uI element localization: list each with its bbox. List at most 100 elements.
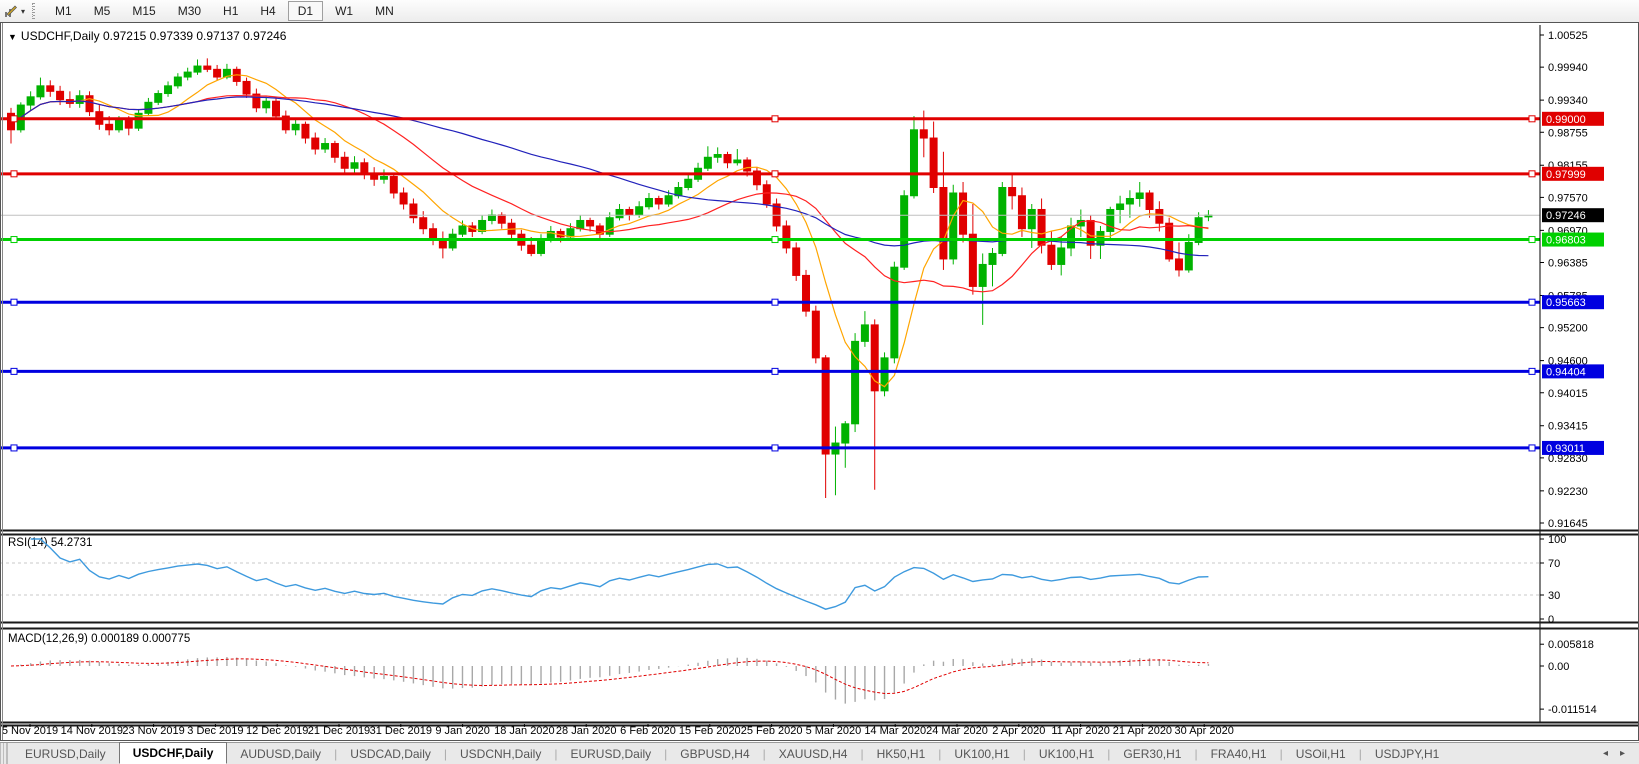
hline-handle[interactable] xyxy=(10,444,18,452)
toolbar-grip[interactable] xyxy=(32,3,39,19)
tab-scroll-left-icon[interactable]: ◂ xyxy=(1602,748,1608,759)
hline-handle[interactable] xyxy=(10,367,18,375)
time-axis-label: 2 Apr 2020 xyxy=(992,725,1045,737)
time-axis-label: 5 Nov 2019 xyxy=(2,725,58,737)
time-axis-label: 15 Feb 2020 xyxy=(679,725,741,737)
hline-handle[interactable] xyxy=(1528,115,1536,123)
macd-axis-tick: 0.005818 xyxy=(1548,639,1594,651)
chart-tab-USOil-H1[interactable]: USOil,H1 xyxy=(1295,746,1346,761)
chart-tools-icon[interactable] xyxy=(2,3,20,19)
time-axis-label: 9 Jan 2020 xyxy=(435,725,489,737)
chart-tab-USDCNH-Daily[interactable]: USDCNH,Daily xyxy=(460,746,542,761)
hline-handle[interactable] xyxy=(771,367,779,375)
chart-tab-UK100-H1[interactable]: UK100,H1 xyxy=(1038,746,1095,761)
timeframe-button-M30[interactable]: M30 xyxy=(177,4,202,18)
hline-handle[interactable] xyxy=(1528,298,1536,306)
price-axis-tick: 0.92230 xyxy=(1548,486,1588,498)
hline-handle[interactable] xyxy=(771,170,779,178)
timeframe-button-M1[interactable]: M1 xyxy=(55,4,72,18)
rsi-line xyxy=(30,538,1209,610)
hline-handle[interactable] xyxy=(10,115,18,123)
timeframe-button-group: M1 M5 M15 M30 H1 H4 D1 W1 MN xyxy=(44,1,405,21)
price-axis-tick: 0.98755 xyxy=(1548,127,1588,139)
price-badge-0.96803-label: 0.96803 xyxy=(1546,235,1586,247)
tab-separator: | xyxy=(762,746,766,761)
chart-tabs: EURUSD,Daily USDCHF,Daily AUDUSD,Daily | USD… xyxy=(12,742,1452,764)
tab-separator: | xyxy=(443,746,447,761)
title-caret-icon[interactable]: ▼ xyxy=(8,32,17,42)
chart-tab-UK100-H1[interactable]: UK100,H1 xyxy=(954,746,1010,761)
hline-handle[interactable] xyxy=(771,444,779,452)
chevron-down-icon[interactable]: ▾ xyxy=(21,6,26,16)
tab-scroll-right-icon[interactable]: ▸ xyxy=(1619,748,1625,759)
price-badge-0.99000-label: 0.99000 xyxy=(1546,114,1586,126)
price-axis-tick: 0.99940 xyxy=(1548,62,1588,74)
hline-handle[interactable] xyxy=(1528,170,1536,178)
chart-tab-USDJPY-H1[interactable]: USDJPY,H1 xyxy=(1374,746,1440,761)
chart-tab-FRA40-H1[interactable]: FRA40,H1 xyxy=(1210,746,1267,761)
chart-window[interactable]: ▼ USDCHF,Daily 0.97215 0.97339 0.97137 0.… xyxy=(0,22,1639,742)
hline-handle[interactable] xyxy=(1528,444,1536,452)
price-axis-tick: 0.99340 xyxy=(1548,95,1588,107)
price-axis-tick: 0.96385 xyxy=(1548,258,1588,270)
time-axis[interactable]: 5 Nov 2019 14 Nov 2019 23 Nov 2019 3 Dec 20… xyxy=(2,724,1234,737)
time-axis-label: 25 Feb 2020 xyxy=(741,725,803,737)
chart-tab-EURUSD-Daily[interactable]: EURUSD,Daily xyxy=(570,746,652,761)
time-axis-label: 14 Mar 2020 xyxy=(864,725,926,737)
chart-tab-AUDUSD-Daily[interactable]: AUDUSD,Daily xyxy=(240,746,322,761)
time-axis-label: 24 Mar 2020 xyxy=(926,725,988,737)
chart-title: ▼ USDCHF,Daily 0.97215 0.97339 0.97137 0.… xyxy=(8,29,286,43)
price-badge-0.97999-label: 0.97999 xyxy=(1546,169,1586,181)
macd-axis-tick: -0.011514 xyxy=(1548,704,1597,716)
tab-separator: | xyxy=(860,746,864,761)
time-axis-label: 30 Apr 2020 xyxy=(1175,725,1234,737)
timeframe-button-MN[interactable]: MN xyxy=(375,4,394,18)
rsi-label: RSI(14) 54.2731 xyxy=(8,537,92,549)
hline-handle[interactable] xyxy=(771,236,779,244)
price-badge-0.95663-label: 0.95663 xyxy=(1546,297,1586,309)
hline-handle[interactable] xyxy=(1528,236,1536,244)
macd-label: MACD(12,26,9) 0.000189 0.000775 xyxy=(8,633,190,645)
chart-tab-XAUUSD-H4[interactable]: XAUUSD,H4 xyxy=(778,746,848,761)
price-badge-0.93011-label: 0.93011 xyxy=(1546,443,1585,455)
timeframe-button-H1[interactable]: H1 xyxy=(223,4,239,18)
price-badge-0.99000 xyxy=(1542,111,1604,126)
top-toolbar: ▾ M1 M5 M15 M30 H1 H4 D1 W1 MN xyxy=(0,0,1639,23)
time-axis-label: 23 Nov 2019 xyxy=(122,725,184,737)
tabbar-grip[interactable] xyxy=(0,743,8,764)
rsi-axis-tick: 100 xyxy=(1548,534,1566,546)
price-axis-tick: 1.00525 xyxy=(1548,30,1588,42)
timeframe-button-W1[interactable]: W1 xyxy=(335,4,354,18)
chart-tab-HK50-H1[interactable]: HK50,H1 xyxy=(876,746,926,761)
time-axis-label: 3 Dec 2019 xyxy=(187,725,243,737)
chart-tab-EURUSD-Daily[interactable]: EURUSD,Daily xyxy=(25,746,106,761)
chart-tab-GER30-H1[interactable]: GER30,H1 xyxy=(1123,746,1182,761)
hline-handle[interactable] xyxy=(10,298,18,306)
moving-average-8 xyxy=(20,74,1209,388)
tab-separator: | xyxy=(554,746,558,761)
hline-handle[interactable] xyxy=(10,170,18,178)
chart-tab-USDCHF-Daily[interactable]: USDCHF,Daily xyxy=(118,742,228,764)
hline-handle[interactable] xyxy=(1528,367,1536,375)
tab-scroll-controls: ◂ ▸ xyxy=(1597,743,1639,764)
tab-separator: | xyxy=(334,746,338,761)
price-axis-tick: 0.93415 xyxy=(1548,421,1588,433)
chart-ohlc-readout: 0.97215 0.97339 0.97137 0.97246 xyxy=(102,29,287,43)
hline-handle[interactable] xyxy=(10,236,18,244)
price-chart-canvas[interactable]: 1.005250.999400.993400.987550.981550.975… xyxy=(0,22,1639,742)
rsi-axis-tick: 30 xyxy=(1548,590,1560,602)
hline-handle[interactable] xyxy=(771,298,779,306)
timeframe-button-H4[interactable]: H4 xyxy=(260,4,276,18)
timeframe-button-M5[interactable]: M5 xyxy=(93,4,111,18)
timeframe-button-D1[interactable]: D1 xyxy=(287,1,324,21)
time-axis-label: 6 Feb 2020 xyxy=(620,725,676,737)
timeframe-button-M15[interactable]: M15 xyxy=(132,4,156,18)
chart-tab-USDCAD-Daily[interactable]: USDCAD,Daily xyxy=(350,746,431,761)
time-axis-label: 21 Apr 2020 xyxy=(1113,725,1172,737)
hline-handle[interactable] xyxy=(771,115,779,123)
price-badge-0.93011 xyxy=(1542,440,1604,455)
price-badge-0.94404 xyxy=(1542,364,1604,379)
chart-tab-GBPUSD-H4[interactable]: GBPUSD,H4 xyxy=(680,746,750,761)
tab-separator: | xyxy=(1358,746,1362,761)
time-axis-label: 28 Jan 2020 xyxy=(556,725,617,737)
